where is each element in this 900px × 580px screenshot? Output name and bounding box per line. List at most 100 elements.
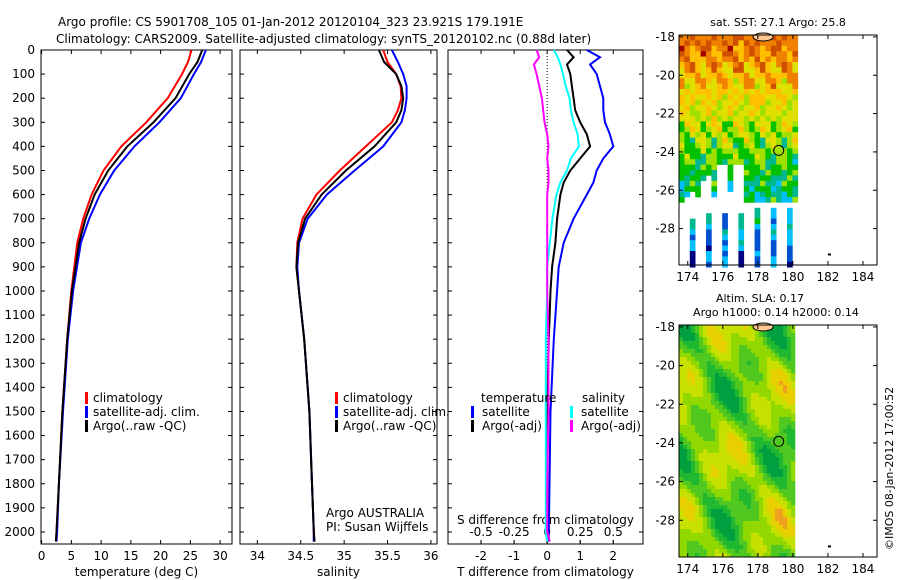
sla-cell: [767, 465, 772, 470]
sla-cell: [735, 453, 740, 458]
sla-cell: [679, 485, 684, 490]
sla-cell: [727, 413, 732, 418]
sst-cell: [689, 45, 696, 52]
sla-cell: [715, 389, 720, 394]
sst-cell: [792, 159, 799, 165]
sst-cell: [776, 105, 782, 111]
sst-cell: [700, 148, 707, 155]
sla-cell: [775, 421, 780, 426]
sla-cell: [759, 537, 764, 542]
sst-cell: [770, 99, 777, 106]
sla-cell: [763, 349, 768, 354]
sla-cell: [707, 541, 712, 546]
sla-cell: [735, 501, 740, 506]
sst-cell: [743, 40, 750, 47]
sst-cell: [743, 56, 750, 63]
sla-cell: [735, 437, 740, 442]
series-line-s-satellite: [544, 49, 580, 542]
sst-cell: [749, 105, 755, 111]
sla-cell: [695, 357, 700, 362]
sst-cell: [770, 62, 777, 68]
sst-cell: [700, 51, 707, 57]
sla-cell: [771, 401, 776, 406]
sla-cell: [691, 385, 696, 390]
sst-cell: [776, 191, 782, 198]
x-tick-label: 20: [153, 549, 168, 563]
sst-cell: [754, 116, 761, 122]
sla-cell: [755, 433, 760, 438]
sla-cell: [771, 365, 776, 370]
sla-cell: [691, 441, 696, 446]
sla-cell: [743, 497, 748, 502]
sla-cell: [695, 381, 700, 386]
sla-cell: [763, 465, 768, 470]
sla-cell: [751, 529, 756, 534]
x-tick-label: -2: [475, 549, 487, 563]
sst-cell: [700, 164, 707, 171]
sla-cell: [779, 429, 784, 434]
sla-cell: [767, 549, 772, 554]
sla-cell: [723, 553, 728, 558]
sla-cell: [739, 485, 744, 490]
sla-cell: [695, 473, 700, 478]
sst-cell: [765, 105, 772, 111]
sst-cell: [781, 105, 788, 111]
sla-cell: [703, 485, 708, 490]
sla-cell: [719, 325, 724, 330]
sst-cell: [743, 45, 750, 52]
sla-cell: [747, 485, 752, 490]
sst-cell: [716, 94, 723, 101]
sla-cell: [731, 453, 736, 458]
sla-cell: [779, 465, 784, 470]
sst-cell: [743, 197, 750, 203]
sla-cell: [707, 433, 712, 438]
sst-cell: [776, 45, 782, 52]
sst-cell: [733, 40, 739, 47]
sst-cell: [776, 40, 782, 47]
sst-cell: [787, 137, 793, 144]
sst-cell: [716, 35, 723, 41]
sla-cell: [739, 421, 744, 426]
sla-cell: [719, 489, 724, 494]
sla-cell: [731, 349, 736, 354]
sla-cell: [707, 337, 712, 342]
legend-swatch: [335, 406, 338, 418]
sst-cell: [760, 89, 766, 95]
land-fiji: [752, 32, 774, 42]
sst-cell: [700, 153, 707, 160]
sla-cell: [743, 397, 748, 402]
sla-cell: [787, 457, 792, 462]
sla-cell: [687, 445, 692, 450]
sla-cell: [731, 413, 736, 418]
sst-cell: [749, 62, 755, 68]
sla-cell: [695, 417, 700, 422]
sst-cell: [787, 45, 793, 52]
sst-cell: [765, 191, 772, 198]
sst-cell: [749, 175, 755, 182]
sla-cell: [715, 485, 720, 490]
sla-cell: [695, 433, 700, 438]
sla-cell: [759, 345, 764, 350]
sla-cell: [759, 517, 764, 522]
sla-cell: [719, 389, 724, 394]
sla-cell: [683, 361, 688, 366]
sla-cell: [687, 401, 692, 406]
sla-cell: [711, 501, 716, 506]
sst-cell: [792, 40, 799, 47]
sla-cell: [755, 541, 760, 546]
sla-cell: [775, 525, 780, 530]
sla-cell: [763, 549, 768, 554]
sst-cell: [716, 99, 723, 106]
sst-cell: [749, 197, 755, 203]
sla-cell: [695, 505, 700, 510]
sla-cell: [775, 425, 780, 430]
sla-cell: [695, 453, 700, 458]
sla-cell: [691, 417, 696, 422]
sla-cell: [687, 421, 692, 426]
sla-cell: [695, 441, 700, 446]
sla-cell: [719, 465, 724, 470]
sla-cell: [735, 545, 740, 550]
sla-cell: [679, 365, 684, 370]
sst-map: 174 176 178 180 182 184-18-20-22-24-26-28sat.…: [655, 16, 878, 284]
sla-cell: [687, 537, 692, 542]
